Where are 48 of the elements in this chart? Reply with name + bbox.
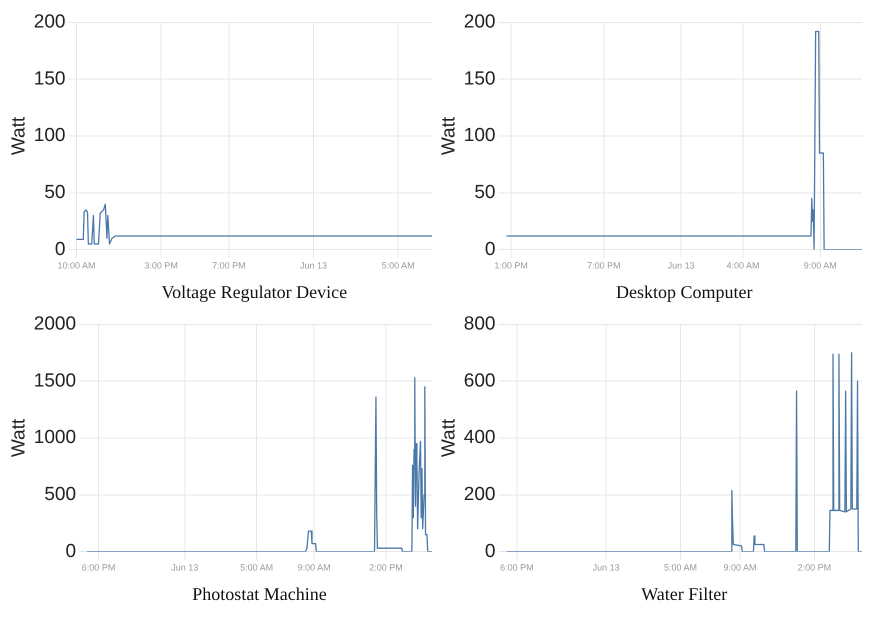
x-tick-label: 2:00 PM: [369, 562, 403, 572]
x-axis-title: Photostat Machine: [192, 584, 327, 604]
x-tick-label: 7:00 PM: [212, 260, 246, 270]
y-tick-label: 50: [474, 182, 496, 204]
y-axis-title: Watt: [438, 418, 460, 458]
y-tick-label: 150: [34, 68, 66, 90]
y-tick-label: 100: [34, 125, 66, 146]
x-axis-title: Desktop Computer: [616, 282, 752, 302]
x-tick-label: 10:00 AM: [57, 260, 96, 270]
y-tick-label: 50: [44, 182, 66, 204]
y-tick-label: 200: [464, 484, 496, 506]
x-tick-label: Jun 13: [592, 562, 620, 572]
x-tick-label: 5:00 AM: [664, 562, 698, 572]
y-tick-label: 0: [484, 540, 496, 562]
x-tick-label: 7:00 PM: [587, 260, 621, 270]
x-tick-label: 6:00 PM: [500, 562, 534, 572]
x-axis-title: Water Filter: [641, 584, 728, 604]
x-tick-label: Jun 13: [300, 260, 328, 270]
y-tick-label: 200: [34, 12, 66, 33]
x-axis-title: Voltage Regulator Device: [161, 282, 348, 302]
x-tick-label: 9:00 AM: [724, 562, 757, 572]
y-axis-title: Watt: [438, 116, 460, 156]
x-tick-label: 9:00 AM: [804, 260, 837, 270]
x-tick-label: 1:00 PM: [494, 260, 528, 270]
y-tick-label: 0: [65, 540, 76, 562]
y-tick-label: 600: [464, 370, 496, 392]
x-tick-label: 5:00 AM: [240, 562, 274, 572]
y-axis-title: Watt: [8, 418, 30, 458]
y-tick-label: 100: [464, 125, 496, 146]
y-tick-label: 150: [464, 68, 496, 90]
x-tick-label: 5:00 AM: [382, 260, 415, 270]
y-tick-label: 200: [464, 12, 496, 33]
x-tick-label: 4:00 AM: [726, 260, 760, 270]
x-tick-label: 3:00 PM: [144, 260, 178, 270]
y-axis-title: Watt: [8, 116, 30, 156]
x-tick-label: 6:00 PM: [82, 562, 116, 572]
y-tick-label: 1000: [34, 427, 76, 448]
y-tick-label: 500: [44, 484, 76, 506]
y-tick-label: 1500: [34, 370, 76, 392]
y-tick-label: 2000: [34, 314, 76, 335]
y-tick-label: 0: [54, 238, 66, 260]
y-tick-label: 800: [464, 314, 496, 335]
x-tick-label: Jun 13: [171, 562, 198, 572]
y-tick-label: 400: [464, 427, 496, 448]
x-tick-label: 2:00 PM: [798, 562, 832, 572]
x-tick-label: 9:00 AM: [298, 562, 331, 572]
y-tick-label: 0: [484, 238, 496, 260]
x-tick-label: Jun 13: [668, 260, 695, 270]
